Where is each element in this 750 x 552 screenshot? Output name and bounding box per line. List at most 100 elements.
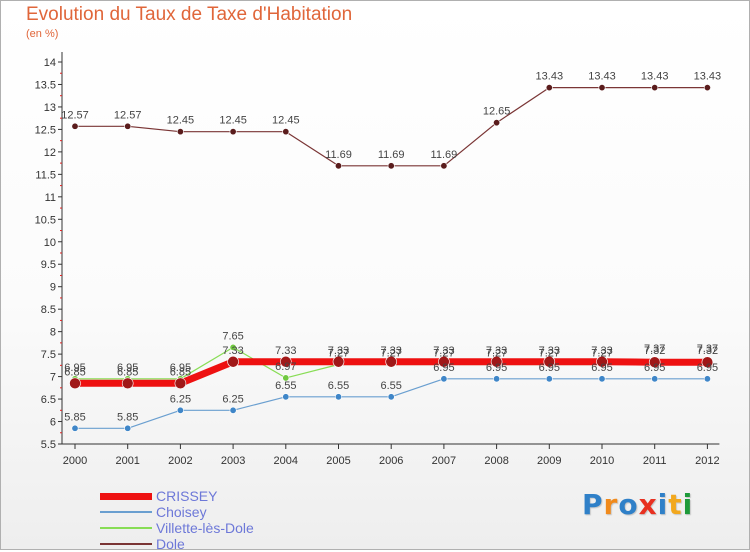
x-tick-label: 2007 bbox=[432, 455, 456, 467]
data-label-villette-l-s-dole: 7.37 bbox=[644, 343, 665, 355]
x-tick-label: 2001 bbox=[115, 455, 139, 467]
y-tick-label: 7.5 bbox=[41, 349, 56, 361]
data-label-dole: 12.45 bbox=[167, 115, 195, 127]
data-point-choisey bbox=[598, 375, 606, 383]
x-tick-label: 2003 bbox=[221, 455, 245, 467]
data-label-choisey: 5.85 bbox=[64, 411, 85, 423]
x-tick-label: 2004 bbox=[274, 455, 298, 467]
data-label-choisey: 6.55 bbox=[328, 380, 349, 392]
proxiti-logo: Proxiti bbox=[582, 488, 693, 521]
data-point-dole bbox=[493, 119, 501, 127]
data-point-dole bbox=[334, 162, 342, 170]
y-tick-label: 10 bbox=[44, 237, 56, 249]
data-label-crissey: 7.33 bbox=[328, 345, 349, 357]
data-label-dole: 11.69 bbox=[378, 149, 405, 161]
data-point-dole bbox=[598, 84, 606, 92]
y-tick-label: 5.5 bbox=[41, 439, 56, 451]
data-point-crissey bbox=[490, 355, 503, 368]
logo-letter: P bbox=[582, 488, 604, 521]
y-tick-label: 10.5 bbox=[35, 214, 56, 226]
data-point-crissey bbox=[227, 355, 239, 368]
y-tick-label: 7 bbox=[50, 372, 56, 384]
data-label-crissey: 7.33 bbox=[539, 345, 560, 357]
logo-letter: i bbox=[657, 488, 669, 521]
x-tick-label: 2002 bbox=[168, 455, 192, 467]
y-tick-label: 9.5 bbox=[41, 259, 56, 271]
data-label-crissey: 7.33 bbox=[275, 345, 296, 357]
data-point-crissey bbox=[701, 356, 714, 369]
data-label-villette-l-s-dole: 7.27 bbox=[591, 347, 612, 359]
x-tick-label: 2011 bbox=[643, 455, 667, 467]
data-label-crissey: 7.32 bbox=[644, 345, 665, 357]
data-point-crissey bbox=[596, 355, 608, 368]
data-point-dole bbox=[124, 122, 132, 130]
data-point-choisey bbox=[124, 424, 132, 432]
y-tick-label: 11 bbox=[45, 192, 56, 204]
data-label-villette-l-s-dole: 7.27 bbox=[486, 347, 507, 359]
data-point-crissey bbox=[332, 355, 345, 368]
data-point-crissey bbox=[543, 355, 556, 368]
data-label-crissey: 6.85 bbox=[64, 366, 85, 378]
legend-swatch-choisey bbox=[100, 511, 152, 513]
data-point-dole bbox=[229, 128, 237, 136]
data-point-dole bbox=[703, 84, 711, 92]
data-point-crissey bbox=[121, 377, 134, 390]
x-tick-label: 2000 bbox=[63, 455, 87, 467]
data-label-crissey: 7.33 bbox=[222, 345, 243, 357]
data-label-villette-l-s-dole: 6.97 bbox=[275, 361, 296, 373]
data-point-choisey bbox=[440, 375, 448, 383]
legend-label-dole: Dole bbox=[156, 536, 185, 552]
data-label-villette-l-s-dole: 6.95 bbox=[117, 362, 138, 374]
data-point-villette-l-s-dole bbox=[282, 374, 290, 382]
data-point-dole bbox=[440, 162, 448, 170]
legend-label-choisey: Choisey bbox=[156, 504, 207, 520]
data-label-villette-l-s-dole: 7.27 bbox=[539, 347, 560, 359]
data-label-villette-l-s-dole: 7.27 bbox=[328, 347, 349, 359]
x-tick-label: 2009 bbox=[537, 455, 561, 467]
data-label-villette-l-s-dole: 6.95 bbox=[64, 362, 85, 374]
data-label-crissey: 7.33 bbox=[433, 345, 454, 357]
chart-title: Evolution du Taux de Taxe d'Habitation bbox=[26, 4, 353, 25]
data-point-crissey bbox=[648, 356, 661, 369]
legend-swatch-dole bbox=[100, 543, 152, 545]
data-point-dole bbox=[282, 128, 290, 136]
data-label-dole: 13.43 bbox=[588, 71, 616, 83]
data-label-choisey: 5.85 bbox=[117, 411, 138, 423]
x-tick-label: 2005 bbox=[326, 455, 350, 467]
data-label-dole: 12.57 bbox=[114, 109, 142, 121]
data-label-crissey: 7.33 bbox=[486, 345, 507, 357]
x-tick-label: 2008 bbox=[484, 455, 508, 467]
data-point-choisey bbox=[334, 393, 342, 401]
logo-letter: t bbox=[668, 488, 683, 521]
data-point-villette-l-s-dole bbox=[229, 343, 237, 351]
data-label-dole: 11.69 bbox=[325, 149, 352, 161]
data-label-choisey: 6.25 bbox=[222, 393, 243, 405]
y-tick-label: 11.5 bbox=[35, 169, 56, 181]
data-label-villette-l-s-dole: 7.65 bbox=[222, 330, 243, 342]
y-tick-label: 13 bbox=[44, 102, 56, 114]
data-point-choisey bbox=[282, 393, 290, 401]
data-point-crissey bbox=[385, 355, 398, 368]
legend-label-villette: Villette-lès-Dole bbox=[156, 520, 254, 536]
logo-letter: r bbox=[603, 488, 619, 521]
data-point-choisey bbox=[387, 393, 395, 401]
data-label-dole: 13.43 bbox=[694, 71, 722, 83]
data-point-choisey bbox=[71, 424, 79, 432]
data-label-crissey: 6.85 bbox=[117, 366, 138, 378]
logo-letter: x bbox=[638, 488, 658, 521]
y-tick-label: 12.5 bbox=[35, 124, 56, 136]
data-label-choisey: 6.55 bbox=[380, 380, 401, 392]
data-label-dole: 12.45 bbox=[219, 115, 247, 127]
data-point-choisey bbox=[176, 406, 184, 414]
data-label-choisey: 6.95 bbox=[486, 362, 507, 374]
data-point-dole bbox=[71, 122, 79, 130]
data-point-crissey bbox=[279, 355, 292, 368]
data-point-dole bbox=[651, 84, 659, 92]
y-tick-label: 6.5 bbox=[41, 394, 56, 406]
chart-subtitle: (en %) bbox=[26, 28, 59, 40]
logo-letter: o bbox=[618, 488, 639, 521]
data-label-crissey: 7.33 bbox=[380, 345, 401, 357]
data-label-dole: 13.43 bbox=[641, 71, 669, 83]
legend-swatch-crissey bbox=[100, 493, 152, 500]
